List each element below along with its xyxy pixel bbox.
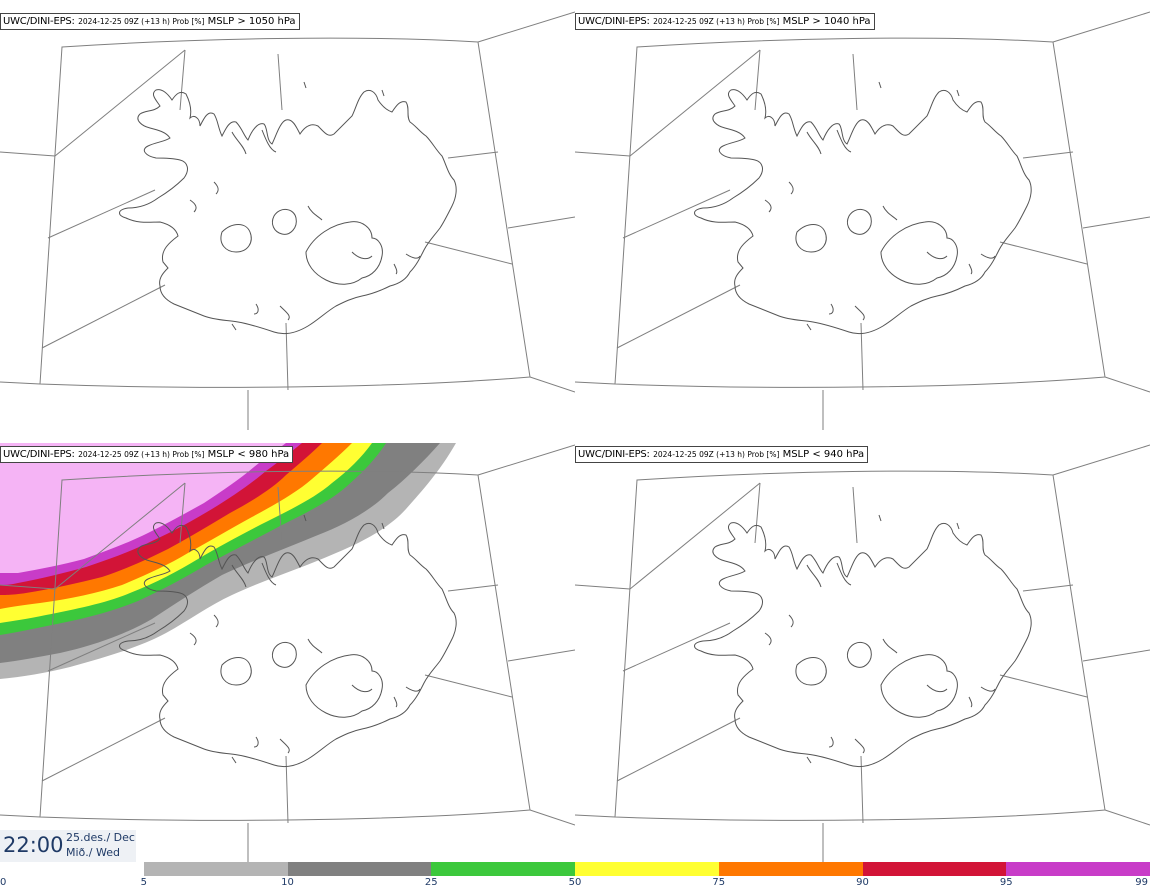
map-canvas — [575, 444, 1150, 864]
model-name: UWC/DINI-EPS — [578, 16, 647, 27]
separator: : — [646, 449, 650, 460]
panel-title: UWC/DINI-EPS: 2024-12-25 09Z (+13 h) Pro… — [0, 446, 294, 463]
map-panel-mslp-lt-980: UWC/DINI-EPS: 2024-12-25 09Z (+13 h) Pro… — [0, 443, 575, 873]
map-canvas — [0, 443, 575, 864]
colorbar-tick-50: 50 — [568, 877, 582, 888]
run-info: 2024-12-25 09Z (+13 h) Prob [%] — [78, 450, 205, 459]
colorbar-tick-10: 10 — [281, 877, 294, 888]
band-99 — [0, 443, 286, 573]
colorbar-segment-75-90 — [718, 862, 863, 876]
map-panel-mslp-lt-940: UWC/DINI-EPS: 2024-12-25 09Z (+13 h) Pro… — [575, 443, 1150, 873]
valid-time-clock: 22:00 — [3, 833, 64, 857]
colorbar-tick-75: 75 — [712, 877, 726, 888]
run-info: 2024-12-25 09Z (+13 h) Prob [%] — [653, 17, 780, 26]
colorbar-tick-0: 0 — [0, 877, 7, 888]
separator: : — [646, 16, 650, 27]
field-name: MSLP > 1050 hPa — [207, 16, 296, 27]
map-canvas — [575, 11, 1150, 431]
field-name: MSLP > 1040 hPa — [782, 16, 871, 27]
valid-date-line2: Mið./ Wed — [66, 846, 120, 859]
field-name: MSLP < 980 hPa — [207, 449, 290, 460]
model-name: UWC/DINI-EPS — [578, 449, 647, 460]
colorbar-segment-90-95 — [862, 862, 1007, 876]
run-info: 2024-12-25 09Z (+13 h) Prob [%] — [78, 17, 205, 26]
separator: : — [71, 449, 75, 460]
colorbar-tick-95: 95 — [999, 877, 1013, 888]
model-name: UWC/DINI-EPS — [3, 449, 72, 460]
panel-title: UWC/DINI-EPS: 2024-12-25 09Z (+13 h) Pro… — [575, 446, 869, 463]
probability-colorbar: 0 5 10 25 50 75 90 95 99 — [0, 862, 1150, 891]
colorbar-tick-99: 99 — [1135, 877, 1148, 888]
panel-title: UWC/DINI-EPS: 2024-12-25 09Z (+13 h) Pro… — [575, 13, 875, 30]
colorbar-tick-25: 25 — [424, 877, 438, 888]
map-panel-mslp-gt-1050: UWC/DINI-EPS: 2024-12-25 09Z (+13 h) Pro… — [0, 10, 575, 440]
colorbar-segment-5-10 — [143, 862, 288, 876]
valid-date-line1: 25.des./ Dec — [66, 831, 135, 844]
panel-title: UWC/DINI-EPS: 2024-12-25 09Z (+13 h) Pro… — [0, 13, 300, 30]
colorbar-segment-10-25 — [287, 862, 432, 876]
colorbar-tick-90: 90 — [856, 877, 869, 888]
map-canvas — [0, 11, 575, 431]
colorbar-segment-95-99 — [1006, 862, 1150, 876]
model-name: UWC/DINI-EPS — [3, 16, 72, 27]
field-name: MSLP < 940 hPa — [782, 449, 865, 460]
colorbar-segment-25-50 — [431, 862, 575, 876]
run-info: 2024-12-25 09Z (+13 h) Prob [%] — [653, 450, 780, 459]
colorbar-tick-5: 5 — [140, 877, 147, 888]
colorbar-segment-50-75 — [575, 862, 719, 876]
probability-bands — [0, 443, 456, 679]
colorbar-segment-0-5 — [0, 862, 144, 876]
map-panel-mslp-gt-1040: UWC/DINI-EPS: 2024-12-25 09Z (+13 h) Pro… — [575, 10, 1150, 440]
valid-time-box: 22:00 25.des./ Dec Mið./ Wed — [0, 830, 136, 862]
separator: : — [71, 16, 75, 27]
